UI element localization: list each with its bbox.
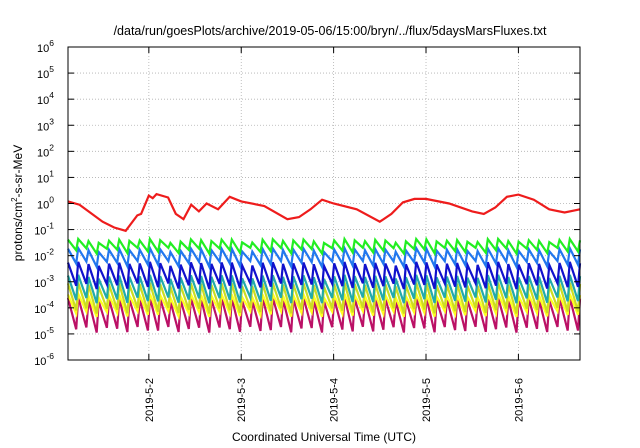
x-axis: 2019-5-2 2019-5-3 2019-5-4 2019-5-5 2019-5-6 — [144, 47, 525, 422]
series-line — [67, 244, 582, 271]
chart-title: /data/run/goesPlots/archive/2019-05-06/1… — [114, 24, 547, 38]
y-axis-label-unit: -s-sr-MeV — [11, 145, 25, 198]
y-tick-label: 105 — [37, 64, 54, 81]
y-tick-label: 10-4 — [34, 299, 54, 316]
series-line — [66, 260, 582, 290]
x-tick-label: 2019-5-2 — [144, 378, 156, 422]
y-axis-label-sup: 2 — [10, 197, 19, 202]
y-tick-label-base: 10 — [37, 43, 49, 55]
x-tick-label: 2019-5-6 — [513, 378, 525, 422]
y-tick-label-base: 10 — [34, 278, 46, 290]
y-tick-label-exp: -2 — [46, 247, 54, 257]
y-tick-label-base: 10 — [34, 330, 46, 342]
y-tick-label: 10-3 — [34, 273, 54, 290]
y-tick-label-base: 10 — [34, 356, 46, 368]
y-tick-label-base: 10 — [37, 95, 49, 107]
y-tick-label-exp: 4 — [49, 90, 54, 100]
series-line — [67, 192, 581, 233]
y-tick-label-base: 10 — [37, 69, 49, 81]
y-tick-label: 10-5 — [34, 325, 54, 342]
series-line — [67, 235, 582, 257]
y-tick-label-exp: -4 — [46, 299, 54, 309]
x-tick-label: 2019-5-4 — [329, 378, 341, 422]
y-tick-label: 101 — [37, 168, 54, 185]
y-tick-label-exp: 2 — [49, 142, 54, 152]
series-group — [66, 192, 582, 333]
y-tick-label-exp: -3 — [46, 273, 54, 283]
y-tick-label-base: 10 — [34, 252, 46, 264]
y-axis: 10-610-510-410-310-210-11001011021031041… — [34, 38, 580, 368]
y-tick-label: 10-1 — [34, 221, 54, 238]
y-tick-label: 10-2 — [34, 247, 54, 264]
y-tick-label: 102 — [37, 142, 54, 159]
y-tick-label: 10-6 — [34, 351, 54, 368]
y-tick-label-exp: -5 — [46, 325, 54, 335]
y-tick-label: 104 — [37, 90, 54, 107]
y-tick-label-exp: 5 — [49, 64, 54, 74]
y-tick-label-exp: 1 — [49, 168, 54, 178]
x-tick-label: 2019-5-5 — [421, 378, 433, 422]
y-tick-label-exp: 3 — [49, 116, 54, 126]
x-tick-label: 2019-5-3 — [236, 378, 248, 422]
y-tick-label-base: 10 — [34, 304, 46, 316]
x-axis-label: Coordinated Universal Time (UTC) — [232, 430, 416, 444]
y-tick-label: 106 — [37, 38, 54, 55]
y-tick-label: 100 — [37, 195, 54, 212]
y-tick-label-exp: -1 — [46, 221, 54, 231]
y-tick-label: 103 — [37, 116, 54, 133]
y-tick-label-exp: 6 — [49, 38, 54, 48]
y-tick-label-base: 10 — [37, 147, 49, 159]
series-line — [66, 274, 582, 304]
y-axis-label-main: protons/cm — [11, 202, 25, 261]
y-tick-label-base: 10 — [34, 226, 46, 238]
y-tick-label-base: 10 — [37, 173, 49, 185]
y-axis-label: protons/cm2-s-sr-MeV — [10, 145, 25, 261]
y-tick-label-exp: 0 — [49, 195, 54, 205]
y-tick-label-exp: -6 — [46, 351, 54, 361]
y-tick-label-base: 10 — [37, 200, 49, 212]
y-tick-label-base: 10 — [37, 121, 49, 133]
